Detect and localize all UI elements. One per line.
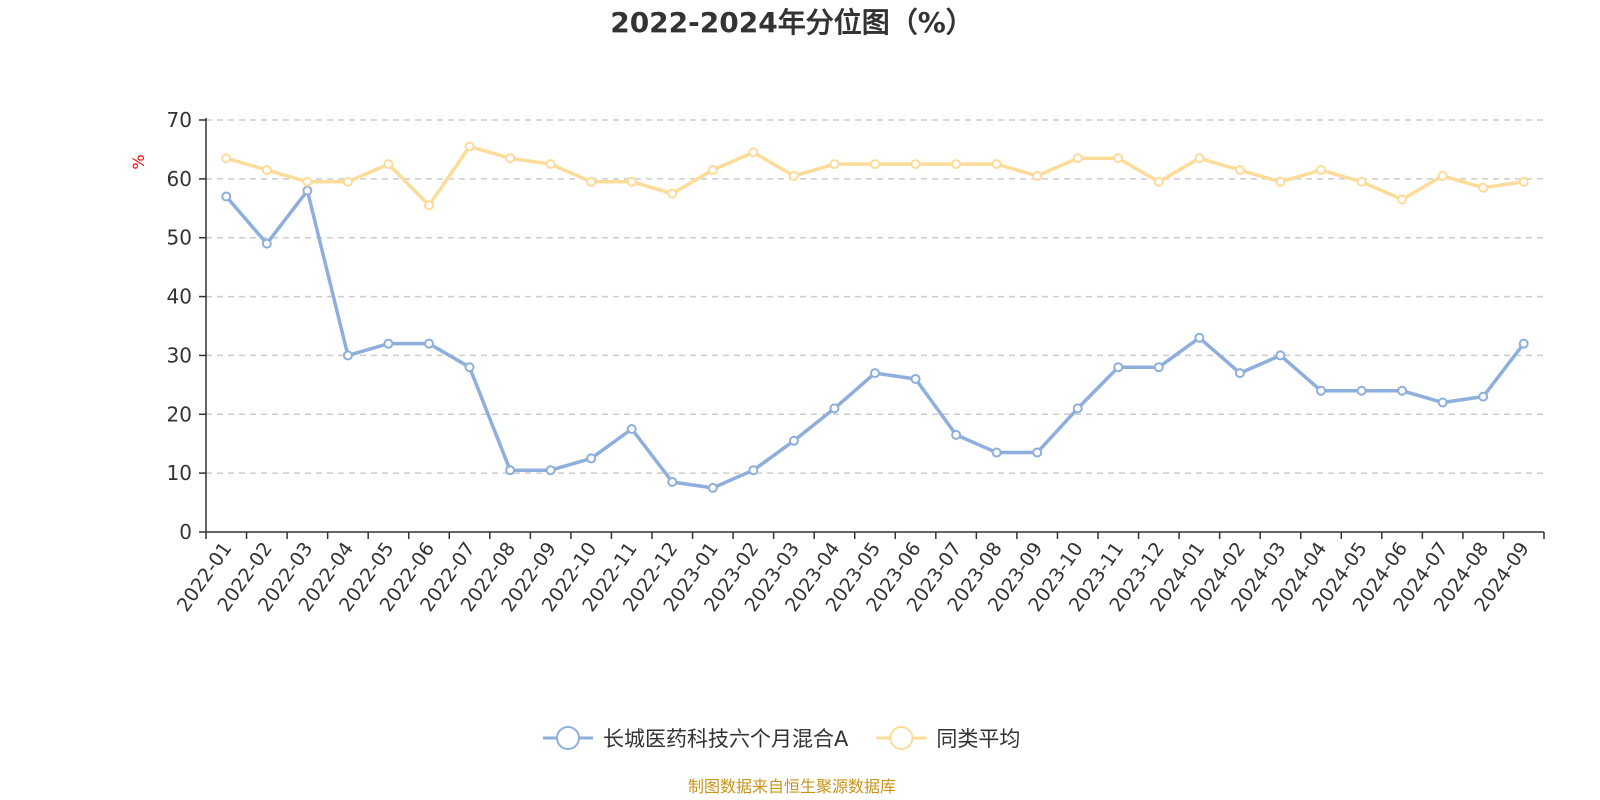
data-point[interactable] — [667, 476, 678, 487]
data-point[interactable] — [1437, 397, 1448, 408]
data-point[interactable] — [1397, 385, 1408, 396]
legend-item[interactable]: 同类平均 — [876, 726, 1020, 751]
data-point[interactable] — [1316, 165, 1326, 176]
series-lines — [221, 141, 1529, 493]
y-tick-label: 0 — [179, 520, 192, 544]
y-tick-label: 30 — [167, 343, 192, 367]
data-point[interactable] — [788, 170, 799, 181]
data-point[interactable] — [1234, 368, 1245, 379]
data-point[interactable] — [870, 368, 880, 379]
data-point[interactable] — [1072, 153, 1083, 164]
data-point[interactable] — [1397, 194, 1408, 205]
grid-lines — [206, 119, 1544, 474]
data-point[interactable] — [788, 435, 799, 446]
y-tick-label: 50 — [167, 226, 192, 250]
data-point[interactable] — [1153, 176, 1164, 187]
data-point[interactable] — [1356, 176, 1367, 187]
legend-label: 同类平均 — [936, 727, 1020, 751]
series-line — [224, 188, 1526, 490]
legend[interactable]: 长城医药科技六个月混合A 同类平均 — [543, 726, 1020, 751]
data-point[interactable] — [1032, 170, 1043, 181]
data-point[interactable] — [1153, 362, 1164, 373]
data-point[interactable] — [1275, 350, 1286, 361]
data-point[interactable] — [1478, 391, 1489, 402]
legend-item[interactable]: 长城医药科技六个月混合A — [543, 726, 849, 751]
data-point[interactable] — [991, 159, 1002, 170]
data-point[interactable] — [667, 188, 678, 199]
y-tick-label: 70 — [167, 108, 192, 132]
source-note: 制图数据来自恒生聚源数据库 — [688, 777, 896, 796]
data-point[interactable] — [586, 453, 597, 464]
data-point[interactable] — [424, 200, 434, 211]
data-point[interactable] — [424, 338, 434, 349]
data-point[interactable] — [505, 465, 516, 476]
data-point[interactable] — [951, 429, 962, 440]
data-point[interactable] — [221, 153, 232, 164]
data-point[interactable] — [1194, 332, 1205, 343]
data-point[interactable] — [1234, 165, 1245, 176]
data-point[interactable] — [545, 465, 556, 476]
y-axis-unit: % — [129, 154, 148, 169]
y-tick-label: 60 — [167, 167, 192, 191]
data-point[interactable] — [626, 424, 637, 434]
data-point[interactable] — [1356, 385, 1367, 396]
data-point[interactable] — [383, 159, 394, 170]
data-point[interactable] — [1437, 170, 1448, 181]
data-point[interactable] — [342, 176, 353, 187]
series-group — [221, 185, 1529, 493]
data-point[interactable] — [1113, 362, 1124, 373]
data-point[interactable] — [910, 373, 921, 384]
legend-label: 长城医药科技六个月混合A — [603, 727, 849, 751]
data-point[interactable] — [586, 176, 597, 187]
data-point[interactable] — [748, 147, 759, 158]
data-point[interactable] — [383, 338, 394, 349]
data-point[interactable] — [1275, 176, 1286, 187]
data-point[interactable] — [1518, 176, 1529, 187]
series-group — [221, 141, 1529, 211]
data-point[interactable] — [342, 350, 353, 361]
data-point[interactable] — [829, 159, 840, 170]
y-tick-label: 20 — [167, 402, 192, 426]
data-point[interactable] — [1478, 182, 1489, 193]
data-point[interactable] — [1194, 153, 1205, 164]
data-point[interactable] — [829, 403, 840, 414]
axes: 0102030405060702022-012022-022022-032022… — [167, 108, 1545, 616]
data-point[interactable] — [626, 176, 637, 187]
legend-marker — [889, 726, 914, 750]
data-point[interactable] — [910, 159, 921, 170]
data-point[interactable] — [1518, 338, 1529, 349]
data-point[interactable] — [870, 159, 880, 170]
data-point[interactable] — [302, 185, 313, 196]
data-point[interactable] — [261, 165, 272, 176]
series-line — [225, 144, 1524, 208]
data-point[interactable] — [505, 153, 516, 164]
data-point[interactable] — [221, 191, 232, 202]
data-point[interactable] — [261, 238, 272, 249]
data-point[interactable] — [951, 159, 962, 170]
data-point[interactable] — [464, 362, 475, 373]
chart-title: 2022-2024年分位图（%） — [610, 6, 974, 39]
data-point[interactable] — [991, 447, 1002, 458]
data-point[interactable] — [707, 165, 718, 176]
data-point[interactable] — [545, 159, 556, 170]
data-point[interactable] — [1316, 385, 1326, 396]
legend-marker — [556, 726, 580, 750]
data-point[interactable] — [1113, 153, 1124, 164]
data-point[interactable] — [302, 176, 313, 187]
y-tick-label: 40 — [167, 285, 192, 309]
data-point[interactable] — [1032, 447, 1043, 458]
data-point[interactable] — [748, 465, 759, 476]
data-point[interactable] — [707, 482, 718, 493]
y-tick-label: 10 — [167, 461, 192, 485]
data-point[interactable] — [464, 141, 475, 152]
data-point[interactable] — [1072, 403, 1083, 414]
